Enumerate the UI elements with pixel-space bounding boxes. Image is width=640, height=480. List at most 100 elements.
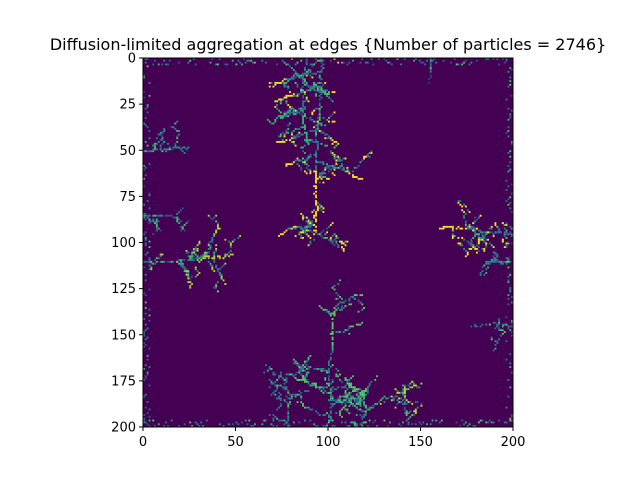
particle bbox=[315, 218, 317, 221]
particle bbox=[474, 248, 477, 250]
particle bbox=[144, 375, 147, 378]
particle bbox=[207, 257, 210, 260]
particle bbox=[326, 412, 328, 415]
particle bbox=[172, 146, 175, 149]
particle bbox=[331, 222, 334, 225]
particle bbox=[348, 297, 351, 300]
particle bbox=[511, 141, 514, 143]
particle bbox=[183, 423, 186, 426]
particle bbox=[337, 166, 340, 169]
particle bbox=[196, 259, 199, 261]
particle bbox=[309, 69, 312, 71]
particle bbox=[326, 144, 328, 147]
particle bbox=[239, 61, 242, 64]
particle bbox=[318, 161, 321, 164]
particle bbox=[283, 419, 286, 422]
particle bbox=[341, 61, 343, 64]
particle bbox=[507, 233, 510, 236]
particle bbox=[365, 393, 367, 396]
particle bbox=[298, 366, 301, 368]
particle bbox=[474, 425, 477, 428]
particle bbox=[309, 172, 312, 175]
particle bbox=[315, 124, 317, 127]
particle bbox=[498, 327, 501, 330]
particle bbox=[148, 220, 151, 223]
particle bbox=[429, 76, 432, 79]
particle bbox=[507, 275, 510, 278]
particle bbox=[507, 242, 510, 245]
particle bbox=[485, 268, 488, 271]
particle bbox=[185, 222, 188, 225]
particle bbox=[368, 155, 371, 158]
particle bbox=[496, 342, 499, 344]
particle bbox=[144, 231, 147, 234]
particle bbox=[218, 423, 221, 426]
particle bbox=[457, 63, 460, 66]
particle bbox=[213, 259, 216, 261]
particle bbox=[298, 233, 301, 236]
particle bbox=[213, 251, 216, 254]
particle bbox=[370, 406, 373, 409]
particle bbox=[350, 386, 353, 389]
particle bbox=[283, 399, 286, 402]
particle bbox=[176, 218, 179, 221]
particle bbox=[509, 329, 512, 332]
particle bbox=[322, 237, 325, 239]
particle bbox=[302, 96, 304, 99]
particle bbox=[352, 296, 354, 298]
particle bbox=[466, 425, 469, 428]
particle bbox=[326, 137, 328, 140]
particle bbox=[294, 111, 297, 114]
particle bbox=[167, 63, 169, 66]
particle bbox=[298, 131, 301, 134]
particle bbox=[283, 78, 286, 81]
particle bbox=[302, 146, 304, 149]
particle bbox=[474, 235, 477, 237]
particle bbox=[305, 141, 308, 143]
particle bbox=[481, 233, 484, 236]
particle bbox=[416, 386, 419, 389]
particle bbox=[320, 386, 323, 389]
particle bbox=[413, 59, 415, 62]
particle bbox=[326, 369, 328, 372]
particle bbox=[309, 117, 312, 119]
particle bbox=[324, 82, 327, 84]
particle bbox=[181, 146, 184, 149]
particle bbox=[477, 249, 480, 252]
particle bbox=[270, 368, 273, 370]
particle bbox=[324, 379, 327, 381]
particle bbox=[387, 61, 390, 64]
particle bbox=[481, 266, 484, 269]
particle bbox=[272, 391, 275, 394]
particle bbox=[429, 61, 432, 64]
particle bbox=[285, 401, 288, 404]
particle bbox=[385, 397, 388, 400]
particle bbox=[217, 224, 219, 226]
particle bbox=[342, 301, 345, 304]
particle bbox=[337, 283, 340, 285]
particle bbox=[329, 168, 332, 171]
particle bbox=[294, 227, 297, 230]
particle bbox=[302, 216, 304, 219]
particle bbox=[339, 159, 341, 162]
particle bbox=[328, 415, 330, 418]
particle bbox=[361, 303, 364, 306]
particle bbox=[322, 89, 325, 92]
particle bbox=[204, 255, 206, 258]
particle bbox=[285, 113, 288, 116]
particle bbox=[461, 205, 464, 208]
particle bbox=[507, 327, 510, 330]
particle bbox=[492, 260, 495, 263]
particle bbox=[477, 233, 480, 236]
particle bbox=[341, 297, 343, 300]
particle bbox=[294, 137, 297, 140]
particle bbox=[148, 308, 151, 311]
particle bbox=[383, 401, 386, 404]
particle bbox=[451, 233, 454, 236]
particle bbox=[328, 377, 330, 380]
particle bbox=[339, 165, 341, 167]
particle bbox=[194, 268, 197, 271]
particle bbox=[328, 120, 330, 123]
particle bbox=[320, 205, 323, 208]
particle bbox=[487, 266, 489, 269]
